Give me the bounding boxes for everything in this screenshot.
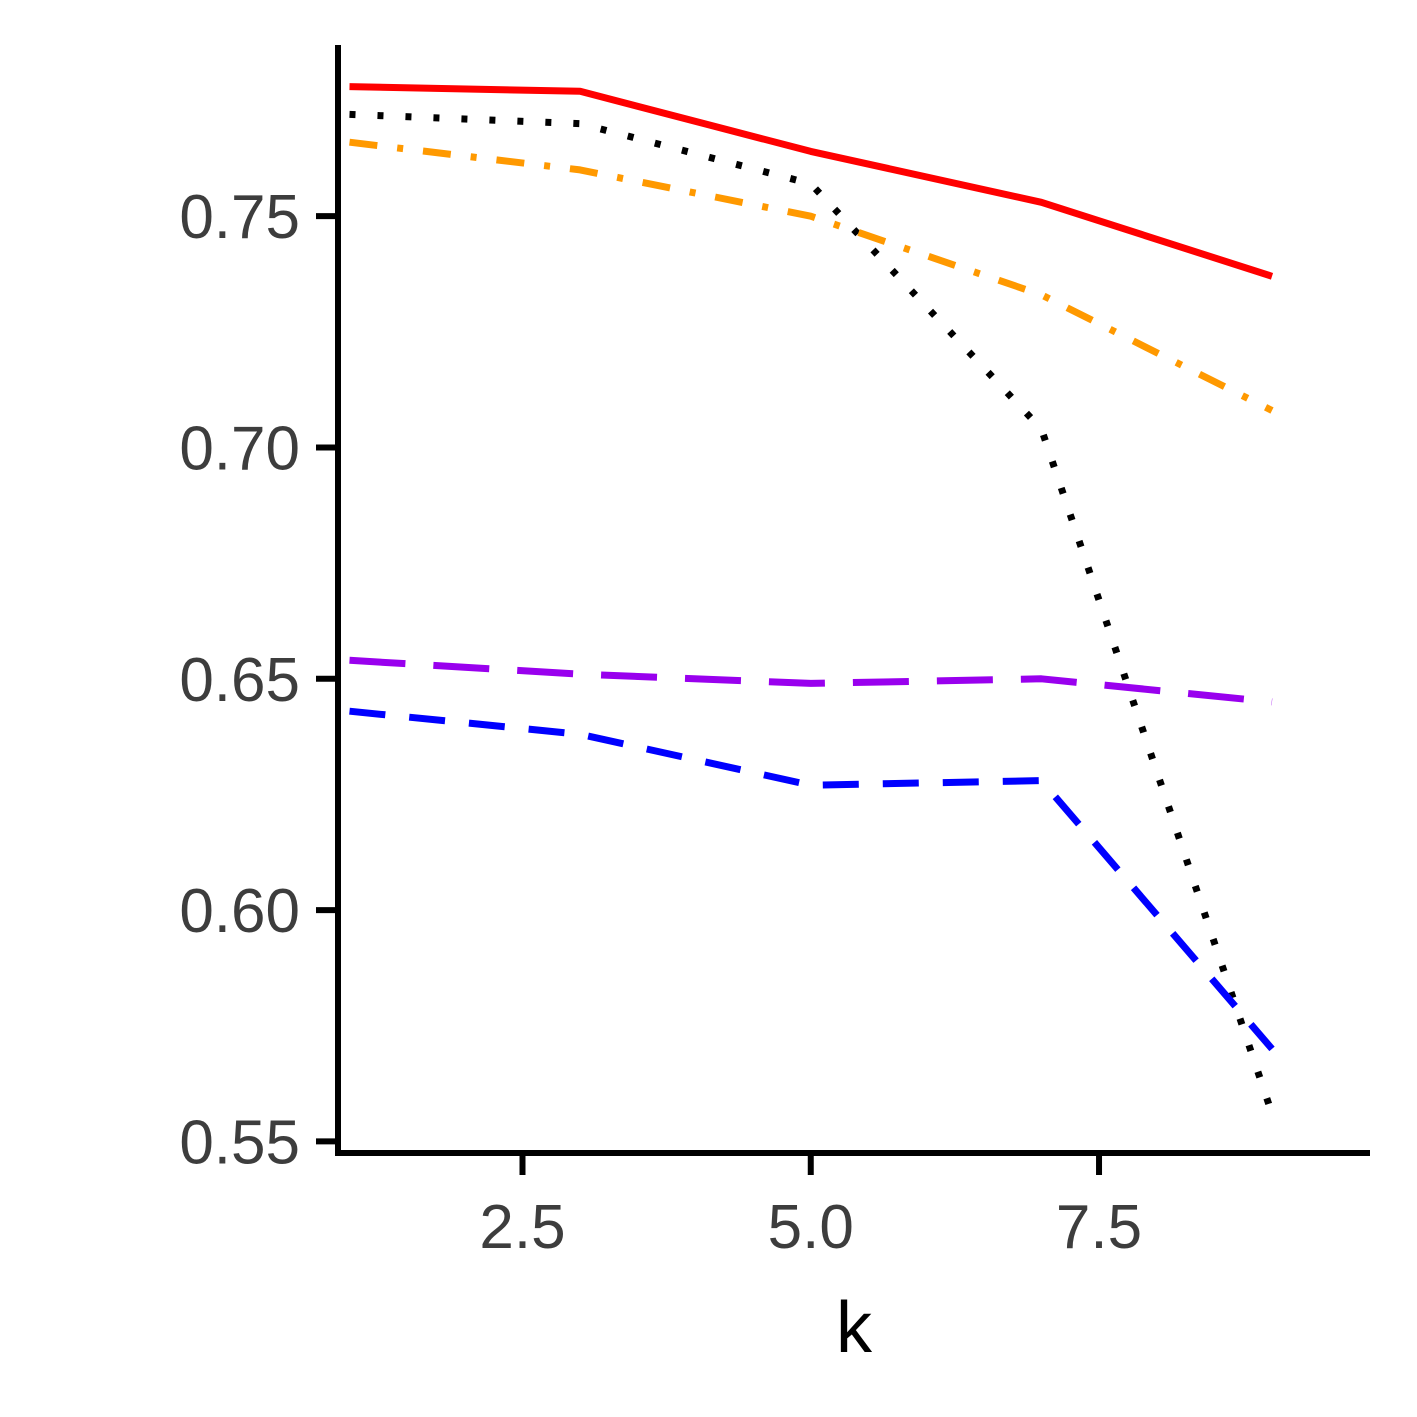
- x-tick-label: 7.5: [1056, 1193, 1142, 1262]
- y-tick-label: 0.65: [179, 646, 300, 715]
- series-layer: [349, 83, 1276, 1115]
- series-line-3: [349, 138, 1274, 414]
- x-axis-ticks: 2.5 5.0 7.5: [479, 1153, 1142, 1262]
- y-tick-label: 0.55: [179, 1108, 300, 1177]
- x-tick-label: 5.0: [768, 1193, 854, 1262]
- series-line-5: [349, 707, 1275, 1052]
- series-line-1: [349, 83, 1274, 280]
- y-tick-label: 0.60: [179, 877, 300, 946]
- series-line-2: [349, 110, 1276, 1115]
- y-axis-ticks: 0.55 0.60 0.65 0.70 0.75: [179, 183, 338, 1177]
- y-tick-label: 0.70: [179, 414, 300, 483]
- x-tick-label: 2.5: [479, 1193, 565, 1262]
- series-line-4: [349, 656, 1273, 706]
- y-tick-label: 0.75: [179, 183, 300, 252]
- x-axis-title: k: [836, 1288, 873, 1368]
